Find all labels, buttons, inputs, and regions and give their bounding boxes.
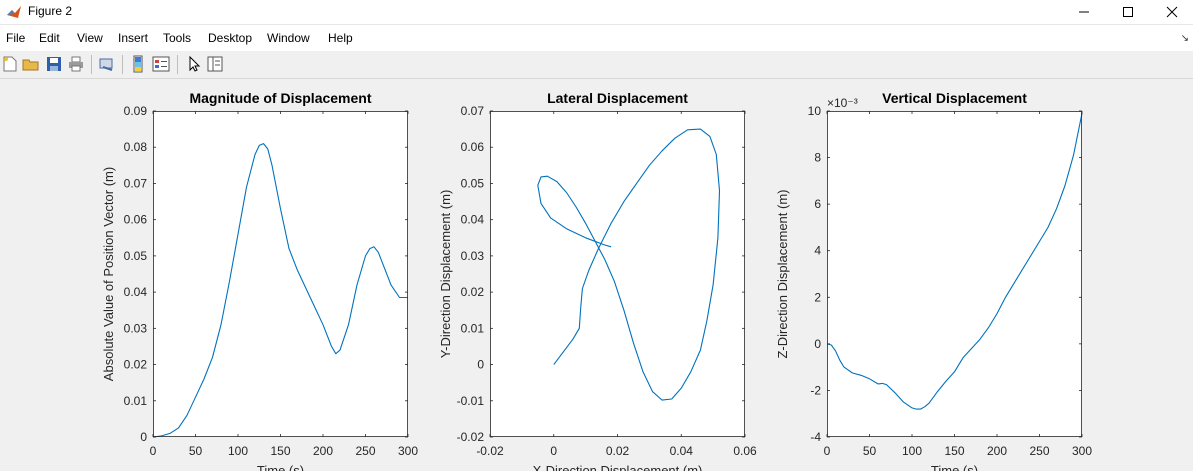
y-axis-label: Z-Direction Displacement (m)	[775, 189, 790, 358]
y-tick-label: -4	[810, 430, 821, 444]
y-tick-label: 0.03	[461, 249, 485, 263]
x-tick-label: 250	[355, 444, 375, 458]
y-tick-label: 0.03	[124, 321, 148, 335]
y-axis-label: Absolute Value of Position Vector (m)	[101, 167, 116, 381]
y-tick-label: -0.02	[457, 430, 485, 444]
x-tick-label: 200	[313, 444, 333, 458]
figure-canvas: 0 50 100 150 200 250 30000.010.020.030.040.050…	[0, 80, 1193, 471]
x-tick-label: 0	[824, 444, 831, 458]
x-tick-label: 0.06	[733, 444, 757, 458]
y-tick-label: -2	[810, 383, 821, 397]
y-tick-label: 0.01	[124, 394, 148, 408]
x-tick-label: 0	[150, 444, 157, 458]
axes-lateral[interactable]: -0.02 0 0.02 0.04 0.06 -0.02 -0.01 0 0.01 0.02 0.0…	[438, 90, 757, 471]
y-tick-label: 0	[814, 337, 821, 351]
x-tick-label: 0.04	[670, 444, 694, 458]
y-tick-label: 0	[140, 430, 147, 444]
x-tick-label: 100	[902, 444, 922, 458]
y-exponent-label: ×10⁻³	[827, 96, 858, 110]
y-tick-label: 2	[814, 290, 821, 304]
y-tick-label: 10	[808, 104, 822, 118]
maximize-icon	[1123, 7, 1133, 17]
y-tick-label: 0.02	[124, 358, 148, 372]
x-axis-label: Time (s)	[931, 463, 978, 471]
y-tick-label: 0.04	[124, 285, 148, 299]
y-tick-label: 0.01	[461, 321, 485, 335]
edit-plot-arrow-icon[interactable]	[185, 55, 203, 73]
x-tick-label: 250	[1029, 444, 1049, 458]
matlab-logo-icon	[7, 6, 21, 18]
menu-tools[interactable]: Tools	[163, 31, 192, 45]
close-icon	[1166, 6, 1178, 18]
toolbar	[0, 51, 1193, 79]
x-tick-label: 150	[270, 444, 290, 458]
toolbar-separator	[122, 55, 123, 74]
menu-bar: File Edit View Insert Tools Desktop Wind…	[0, 25, 1193, 51]
insert-colorbar-icon[interactable]	[130, 55, 148, 73]
menu-edit[interactable]: Edit	[39, 31, 60, 45]
y-tick-label: 0.09	[124, 104, 148, 118]
x-tick-label: -0.02	[476, 444, 504, 458]
plot-area	[153, 111, 408, 437]
chart-title: Vertical Displacement	[882, 90, 1027, 106]
minimize-button[interactable]	[1061, 0, 1107, 24]
x-tick-label: 100	[228, 444, 248, 458]
x-tick-label: 50	[189, 444, 203, 458]
series-line	[826, 113, 1083, 410]
x-tick-label: 300	[398, 444, 418, 458]
window-title: Figure 2	[28, 4, 73, 18]
menu-file[interactable]: File	[6, 31, 26, 45]
x-tick-label: 0.02	[606, 444, 630, 458]
save-icon[interactable]	[45, 55, 63, 73]
series-line	[152, 143, 408, 438]
insert-legend-icon[interactable]	[152, 55, 170, 73]
chart-title: Magnitude of Displacement	[189, 90, 371, 106]
chart-title: Lateral Displacement	[547, 90, 688, 106]
menu-window[interactable]: Window	[267, 31, 310, 45]
menu-desktop[interactable]: Desktop	[208, 31, 253, 45]
dock-arrow-icon[interactable]: ↘	[1180, 33, 1189, 44]
minimize-icon	[1079, 11, 1089, 13]
y-tick-label: 0.05	[461, 176, 485, 190]
y-tick-label: 0.04	[461, 213, 485, 227]
print-icon[interactable]	[67, 55, 85, 73]
x-tick-label: 150	[944, 444, 964, 458]
x-axis-label: X-Direction Displacement (m)	[533, 463, 703, 471]
y-tick-label: 0.07	[461, 104, 485, 118]
maximize-button[interactable]	[1105, 0, 1151, 24]
new-figure-icon[interactable]	[1, 55, 19, 73]
property-inspector-icon[interactable]	[206, 55, 224, 73]
y-tick-label: 0.05	[124, 249, 148, 263]
x-tick-label: 50	[863, 444, 877, 458]
y-tick-label: 0.08	[124, 140, 148, 154]
y-tick-label: 4	[814, 244, 821, 258]
title-bar: Figure 2	[0, 0, 1193, 25]
menu-insert[interactable]: Insert	[118, 31, 149, 45]
toolbar-separator	[177, 55, 178, 74]
x-tick-label: 300	[1072, 444, 1092, 458]
close-button[interactable]	[1149, 0, 1193, 24]
toolbar-separator	[91, 55, 92, 74]
y-tick-label: 0	[477, 358, 484, 372]
y-tick-label: 8	[814, 151, 821, 165]
x-tick-label: 0	[550, 444, 557, 458]
axes-magnitude[interactable]: 0 50 100 150 200 250 300 0 0.01 0.02 0.03 0.04 0.05 0…	[101, 90, 418, 471]
menu-help[interactable]: Help	[328, 31, 353, 45]
x-tick-label: 200	[987, 444, 1007, 458]
y-tick-label: 0.07	[124, 176, 148, 190]
x-axis-label: Time (s)	[257, 463, 304, 471]
y-tick-label: 6	[814, 197, 821, 211]
open-icon[interactable]	[22, 55, 40, 73]
series-line	[537, 128, 721, 401]
axes-vertical[interactable]: 0 50 100 150 200 250 300 -4 -2 0 2 4 6 8 10 Vertical Di…	[775, 90, 1092, 471]
y-tick-label: 0.06	[124, 213, 148, 227]
link-plot-icon[interactable]	[98, 55, 116, 73]
plot-area	[827, 111, 1082, 437]
plot-area	[490, 111, 745, 437]
y-tick-label: 0.02	[461, 285, 485, 299]
y-tick-label: 0.06	[461, 140, 485, 154]
y-tick-label: -0.01	[457, 394, 485, 408]
y-axis-label: Y-Direction Displacement (m)	[438, 190, 453, 359]
menu-view[interactable]: View	[77, 31, 103, 45]
